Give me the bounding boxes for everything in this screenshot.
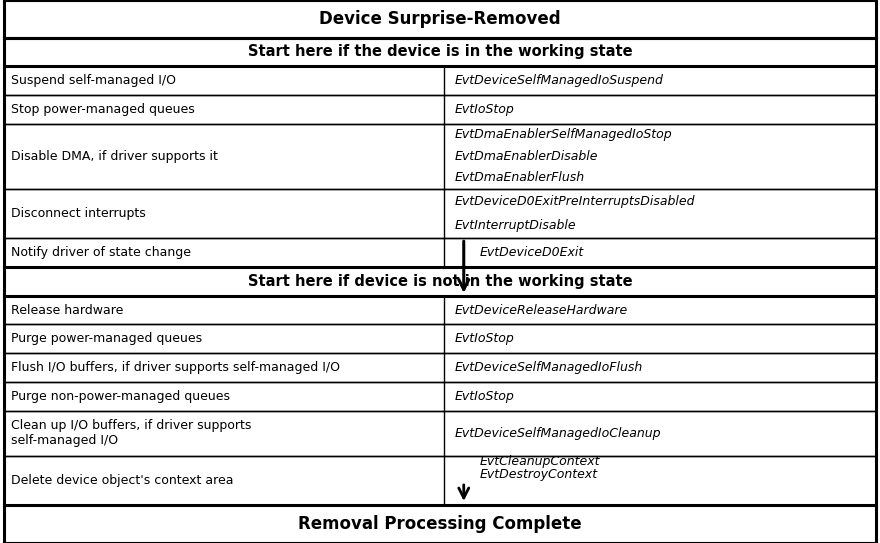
Text: Flush I/O buffers, if driver supports self-managed I/O: Flush I/O buffers, if driver supports se…	[11, 361, 341, 374]
Text: EvtDeviceSelfManagedIoSuspend: EvtDeviceSelfManagedIoSuspend	[455, 74, 664, 87]
Bar	[4, 238, 876, 267]
Bar	[4, 353, 876, 382]
Text: Purge power-managed queues: Purge power-managed queues	[11, 332, 202, 345]
Bar	[4, 124, 876, 189]
Text: EvtIoStop: EvtIoStop	[455, 103, 515, 116]
Text: EvtCleanupContext: EvtCleanupContext	[480, 455, 600, 468]
Text: Suspend self-managed I/O: Suspend self-managed I/O	[11, 74, 176, 87]
Bar	[4, 411, 876, 456]
Bar	[4, 66, 876, 95]
Text: EvtDeviceSelfManagedIoCleanup: EvtDeviceSelfManagedIoCleanup	[455, 427, 662, 440]
Text: Delete device object's context area: Delete device object's context area	[11, 474, 234, 487]
Bar	[4, 95, 876, 124]
Text: Start here if device is not in the working state: Start here if device is not in the worki…	[247, 274, 633, 289]
Text: EvtDeviceReleaseHardware: EvtDeviceReleaseHardware	[455, 304, 628, 317]
Text: Notify driver of state change: Notify driver of state change	[11, 246, 192, 259]
Bar	[4, 506, 876, 543]
Text: EvtDeviceSelfManagedIoFlush: EvtDeviceSelfManagedIoFlush	[455, 361, 643, 374]
Text: Purge non-power-managed queues: Purge non-power-managed queues	[11, 390, 231, 403]
Bar	[4, 0, 876, 37]
Text: EvtIoStop: EvtIoStop	[455, 332, 515, 345]
Bar	[4, 296, 876, 325]
Text: Removal Processing Complete: Removal Processing Complete	[298, 515, 582, 533]
Text: Stop power-managed queues: Stop power-managed queues	[11, 103, 195, 116]
Text: EvtDmaEnablerSelfManagedIoStop: EvtDmaEnablerSelfManagedIoStop	[455, 128, 672, 141]
Bar	[4, 37, 876, 66]
Text: Start here if the device is in the working state: Start here if the device is in the worki…	[247, 45, 633, 59]
Text: EvtIoStop: EvtIoStop	[455, 390, 515, 403]
Bar	[4, 267, 876, 296]
Bar	[4, 456, 876, 506]
Text: EvtDestroyContext: EvtDestroyContext	[480, 469, 598, 482]
Text: EvtDmaEnablerDisable: EvtDmaEnablerDisable	[455, 150, 598, 163]
Text: Disable DMA, if driver supports it: Disable DMA, if driver supports it	[11, 150, 218, 163]
Bar	[4, 189, 876, 238]
Text: EvtDeviceD0ExitPreInterruptsDisabled: EvtDeviceD0ExitPreInterruptsDisabled	[455, 194, 695, 207]
Text: EvtInterruptDisable: EvtInterruptDisable	[455, 219, 576, 232]
Text: EvtDmaEnablerFlush: EvtDmaEnablerFlush	[455, 172, 585, 185]
Text: Device Surprise-Removed: Device Surprise-Removed	[319, 10, 561, 28]
Text: EvtDeviceD0Exit: EvtDeviceD0Exit	[480, 246, 583, 259]
Text: Disconnect interrupts: Disconnect interrupts	[11, 207, 146, 220]
Bar	[4, 325, 876, 353]
Text: Clean up I/O buffers, if driver supports
self-managed I/O: Clean up I/O buffers, if driver supports…	[11, 419, 252, 447]
Bar	[4, 382, 876, 411]
Text: Release hardware: Release hardware	[11, 304, 124, 317]
